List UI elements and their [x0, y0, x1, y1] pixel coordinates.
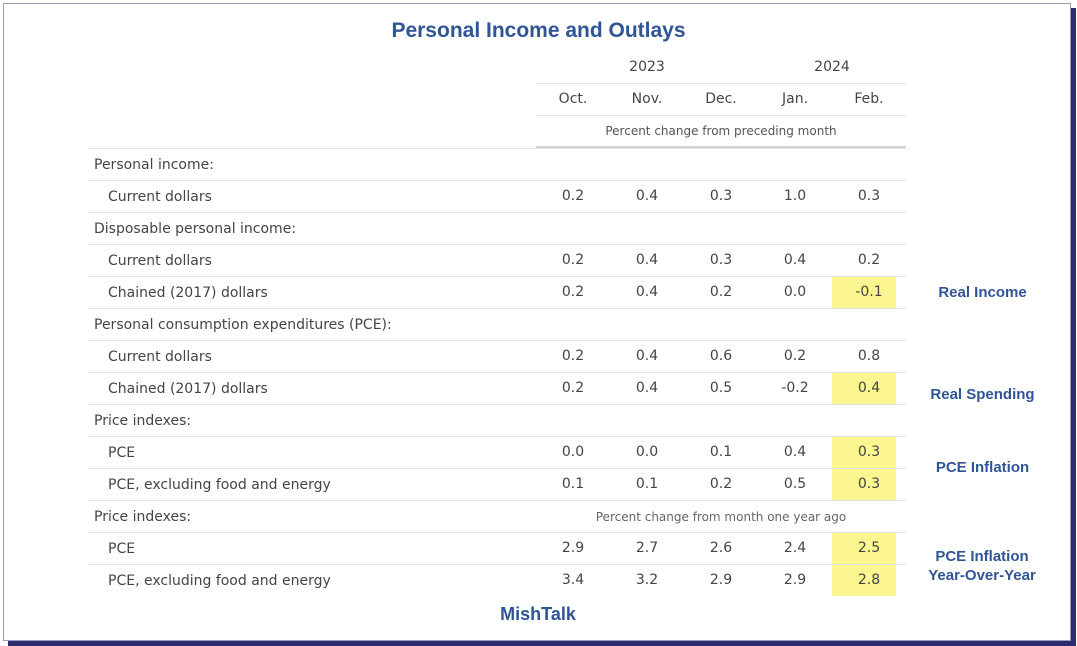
value-cell: 0.1: [635, 476, 659, 492]
value-cell: 2.6: [709, 540, 733, 556]
value-cell: 0.4: [635, 380, 659, 396]
table-row: PCE 0.0 0.0 0.1 0.4 0.3: [88, 436, 906, 468]
month-header: Oct.: [558, 91, 588, 107]
value-cell: 2.7: [635, 540, 659, 556]
row-label: PCE: [108, 444, 136, 461]
row-label: Current dollars: [108, 252, 212, 269]
table-row: Chained (2017) dollars 0.2 0.4 0.5 -0.2 0.4: [88, 372, 906, 404]
table-row: PCE, excluding food and energy 0.1 0.1 0.2 0…: [88, 468, 906, 500]
table-row: Chained (2017) dollars 0.2 0.4 0.2 0.0 -0.1: [88, 276, 906, 308]
value-cell: 0.1: [709, 444, 733, 460]
unit-note: Percent change from preceding month: [605, 124, 837, 138]
table-row: Personal income:: [88, 148, 906, 180]
value-cell: 0.3: [709, 252, 733, 268]
highlighted-value-cell: 0.3: [832, 437, 896, 468]
month-header: Nov.: [631, 91, 663, 107]
divider: [536, 115, 906, 116]
value-cell: 2.4: [783, 540, 807, 556]
value-cell: 0.0: [635, 444, 659, 460]
value-cell: 0.2: [709, 476, 733, 492]
row-label: Current dollars: [108, 348, 212, 365]
value-cell: 0.3: [857, 188, 881, 204]
value-cell: 0.6: [709, 348, 733, 364]
data-table: Personal income: Current dollars 0.2 0.4 0.3…: [88, 148, 906, 596]
row-label: Personal consumption expenditures (PCE):: [94, 316, 392, 333]
value-cell: 0.2: [561, 380, 585, 396]
value-cell: 2.9: [561, 540, 585, 556]
month-header: Jan.: [781, 91, 809, 107]
footer-brand: MishTalk: [500, 604, 576, 624]
value-cell: 2.9: [783, 572, 807, 588]
row-label: Price indexes:: [94, 412, 192, 429]
annotation-label: Real Income: [938, 284, 1027, 301]
highlighted-value-cell: -0.1: [832, 277, 896, 308]
table-row: Disposable personal income:: [88, 212, 906, 244]
row-label: Personal income:: [94, 156, 214, 173]
row-label: Current dollars: [108, 188, 212, 205]
row-label: Chained (2017) dollars: [108, 284, 268, 301]
table-row: PCE 2.9 2.7 2.6 2.4 2.5: [88, 532, 906, 564]
value-cell: 0.2: [561, 348, 585, 364]
row-label: Chained (2017) dollars: [108, 380, 268, 397]
value-cell: 0.4: [635, 252, 659, 268]
value-cell: 0.1: [561, 476, 585, 492]
value-cell: 0.0: [561, 444, 585, 460]
value-cell: 0.3: [709, 188, 733, 204]
annotation-label: PCE Inflation Year-Over-Year: [928, 548, 1036, 584]
table-row: Current dollars 0.2 0.4 0.3 0.4 0.2: [88, 244, 906, 276]
value-cell: 0.4: [783, 252, 807, 268]
month-header: Feb.: [854, 91, 884, 107]
row-label: PCE, excluding food and energy: [108, 476, 331, 493]
page-title: Personal Income and Outlays: [391, 19, 686, 42]
table-row: PCE, excluding food and energy 3.4 3.2 2.9 2…: [88, 564, 906, 596]
table-row: Current dollars 0.2 0.4 0.3 1.0 0.3: [88, 180, 906, 212]
divider: [536, 146, 906, 149]
value-cell: 0.2: [783, 348, 807, 364]
value-cell: 1.0: [783, 188, 807, 204]
highlighted-value-cell: 0.3: [832, 469, 896, 500]
divider: [536, 83, 906, 84]
value-cell: 0.4: [635, 348, 659, 364]
table-row: Current dollars 0.2 0.4 0.6 0.2 0.8: [88, 340, 906, 372]
table-row: Price indexes: Percent change from month …: [88, 500, 906, 532]
value-cell: 0.2: [857, 252, 881, 268]
highlighted-value-cell: 2.8: [832, 565, 896, 596]
value-cell: 0.2: [561, 252, 585, 268]
table-row: Personal consumption expenditures (PCE):: [88, 308, 906, 340]
row-label: PCE: [108, 540, 136, 557]
year-header-2023: 2023: [629, 59, 665, 75]
table-row: Price indexes:: [88, 404, 906, 436]
annotation-label: Real Spending: [930, 386, 1035, 403]
value-cell: 0.5: [709, 380, 733, 396]
annotation-label: PCE Inflation: [935, 459, 1030, 476]
value-cell: 0.8: [857, 348, 881, 364]
month-header: Dec.: [705, 91, 737, 107]
value-cell: 0.5: [783, 476, 807, 492]
value-cell: 0.2: [561, 188, 585, 204]
value-cell: 0.0: [783, 284, 807, 300]
year-header-2024: 2024: [814, 59, 850, 75]
row-label: Price indexes:: [94, 508, 192, 525]
value-cell: 2.9: [709, 572, 733, 588]
value-cell: -0.2: [781, 380, 809, 396]
highlighted-value-cell: 2.5: [832, 533, 896, 564]
row-label: Disposable personal income:: [94, 220, 297, 237]
value-cell: 3.2: [635, 572, 659, 588]
value-cell: 3.4: [561, 572, 585, 588]
value-cell: 0.4: [783, 444, 807, 460]
value-cell: 0.2: [561, 284, 585, 300]
value-cell: 0.2: [709, 284, 733, 300]
unit-note: Percent change from month one year ago: [595, 509, 847, 524]
value-cell: 0.4: [635, 188, 659, 204]
value-cell: 0.4: [635, 284, 659, 300]
row-label: PCE, excluding food and energy: [108, 572, 331, 589]
highlighted-value-cell: 0.4: [832, 373, 896, 404]
